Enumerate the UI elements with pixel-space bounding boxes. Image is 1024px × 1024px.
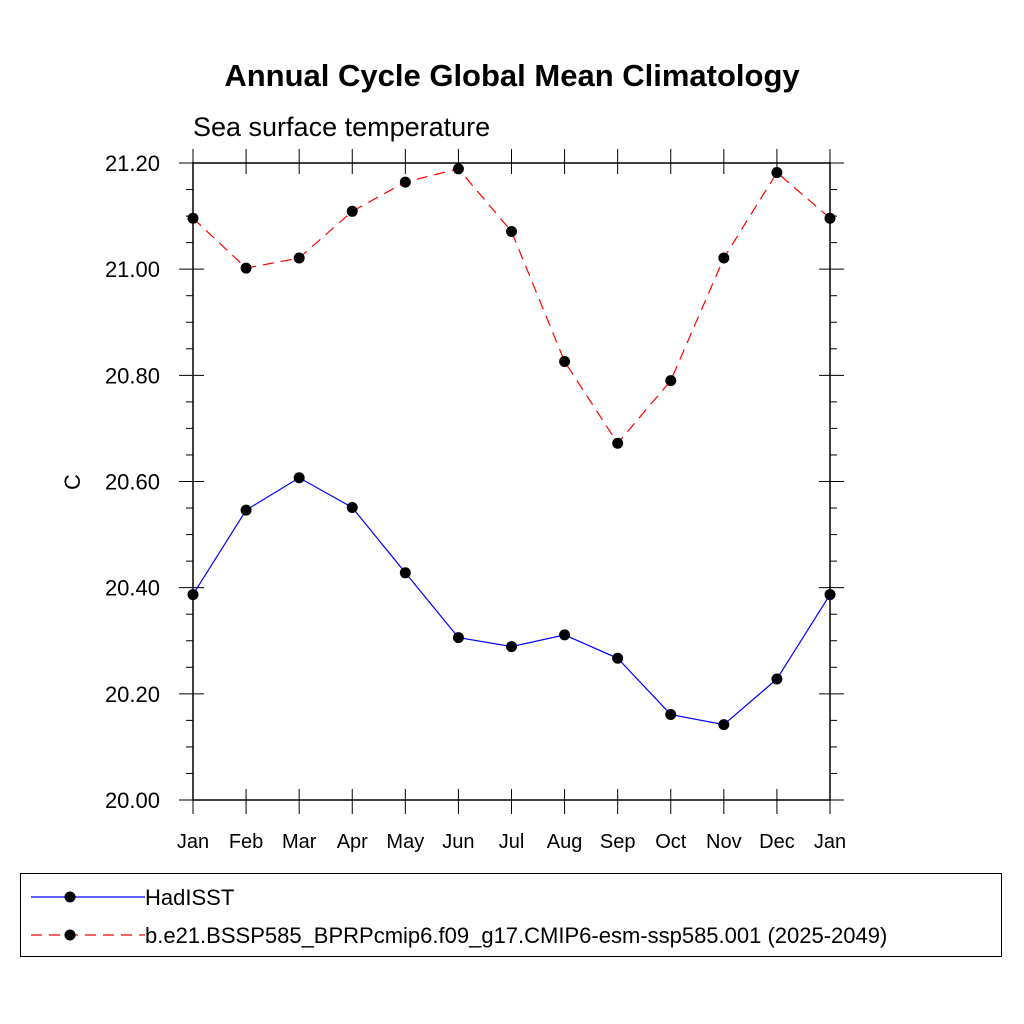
series-1-point — [399, 176, 411, 188]
x-tick-label: Feb — [229, 831, 263, 853]
series-0-point — [399, 567, 411, 579]
x-tick-label: Jan — [814, 831, 846, 853]
x-tick-label: Jul — [499, 831, 525, 853]
x-tick-label: Apr — [337, 831, 368, 853]
series-1-point — [187, 212, 199, 224]
legend-marker-model — [64, 929, 76, 941]
x-tick-label: Dec — [759, 831, 795, 853]
series-0-point — [718, 719, 730, 731]
y-tick-label: 20.60 — [105, 470, 160, 495]
axis-labels: Jan Feb Mar Apr May Jun Jul Aug Sep Oct Nov Dec Jan 2… — [105, 151, 846, 853]
series-1-point — [293, 252, 305, 264]
series-1-point — [718, 252, 730, 264]
series-0-point — [612, 652, 624, 664]
series-0-point — [293, 472, 305, 484]
series-0-point — [665, 709, 677, 721]
series-0-point — [346, 502, 358, 514]
series-1-point — [452, 163, 464, 175]
series-1-point — [665, 375, 677, 387]
x-tick-label: Sep — [600, 831, 636, 853]
legend: HadISST b.e21.BSSP585_BPRPcmip6.f09_g17.… — [20, 873, 1002, 957]
legend-label-model: b.e21.BSSP585_BPRPcmip6.f09_g17.CMIP6-es… — [145, 923, 887, 948]
series-1-point — [771, 167, 783, 179]
series-1-point — [612, 437, 624, 449]
legend-item-hadisst: HadISST — [31, 885, 234, 910]
y-tick-label: 20.20 — [105, 682, 160, 707]
x-tick-label: Oct — [655, 831, 687, 853]
series-line-1 — [192, 168, 831, 445]
series-0-point — [452, 632, 464, 644]
y-tick-label: 21.00 — [105, 257, 160, 282]
series-layer — [187, 163, 836, 731]
series-1-point — [559, 356, 571, 368]
series-0-point — [824, 589, 836, 601]
series-1-point — [506, 225, 517, 237]
x-tick-label: Mar — [282, 831, 317, 853]
y-axis-label: C — [60, 474, 85, 490]
series-0-point — [240, 504, 252, 516]
x-tick-label: Jun — [442, 831, 474, 853]
series-1-point — [824, 212, 836, 224]
series-0-point — [559, 629, 571, 641]
axis-ticks — [179, 149, 844, 814]
series-1-point — [346, 205, 358, 217]
y-tick-label: 20.00 — [105, 788, 160, 813]
series-0-point — [187, 589, 199, 601]
y-tick-label: 21.20 — [105, 151, 160, 176]
plot-frame — [192, 162, 831, 801]
series-line-0 — [192, 477, 831, 726]
y-tick-label: 20.40 — [105, 576, 160, 601]
chart-subtitle: Sea surface temperature — [193, 112, 491, 142]
chart-title: Annual Cycle Global Mean Climatology — [224, 58, 800, 93]
x-tick-label: Nov — [706, 831, 742, 853]
y-tick-label: 20.80 — [105, 363, 160, 388]
legend-marker-hadisst — [64, 891, 76, 903]
x-tick-label: Jan — [177, 831, 209, 853]
legend-label-hadisst: HadISST — [145, 885, 234, 910]
x-tick-label: May — [386, 831, 424, 853]
series-0-point — [506, 641, 517, 653]
legend-item-model: b.e21.BSSP585_BPRPcmip6.f09_g17.CMIP6-es… — [31, 923, 887, 948]
series-1-point — [240, 262, 252, 274]
x-tick-label: Aug — [547, 831, 583, 853]
series-0-point — [771, 673, 783, 685]
